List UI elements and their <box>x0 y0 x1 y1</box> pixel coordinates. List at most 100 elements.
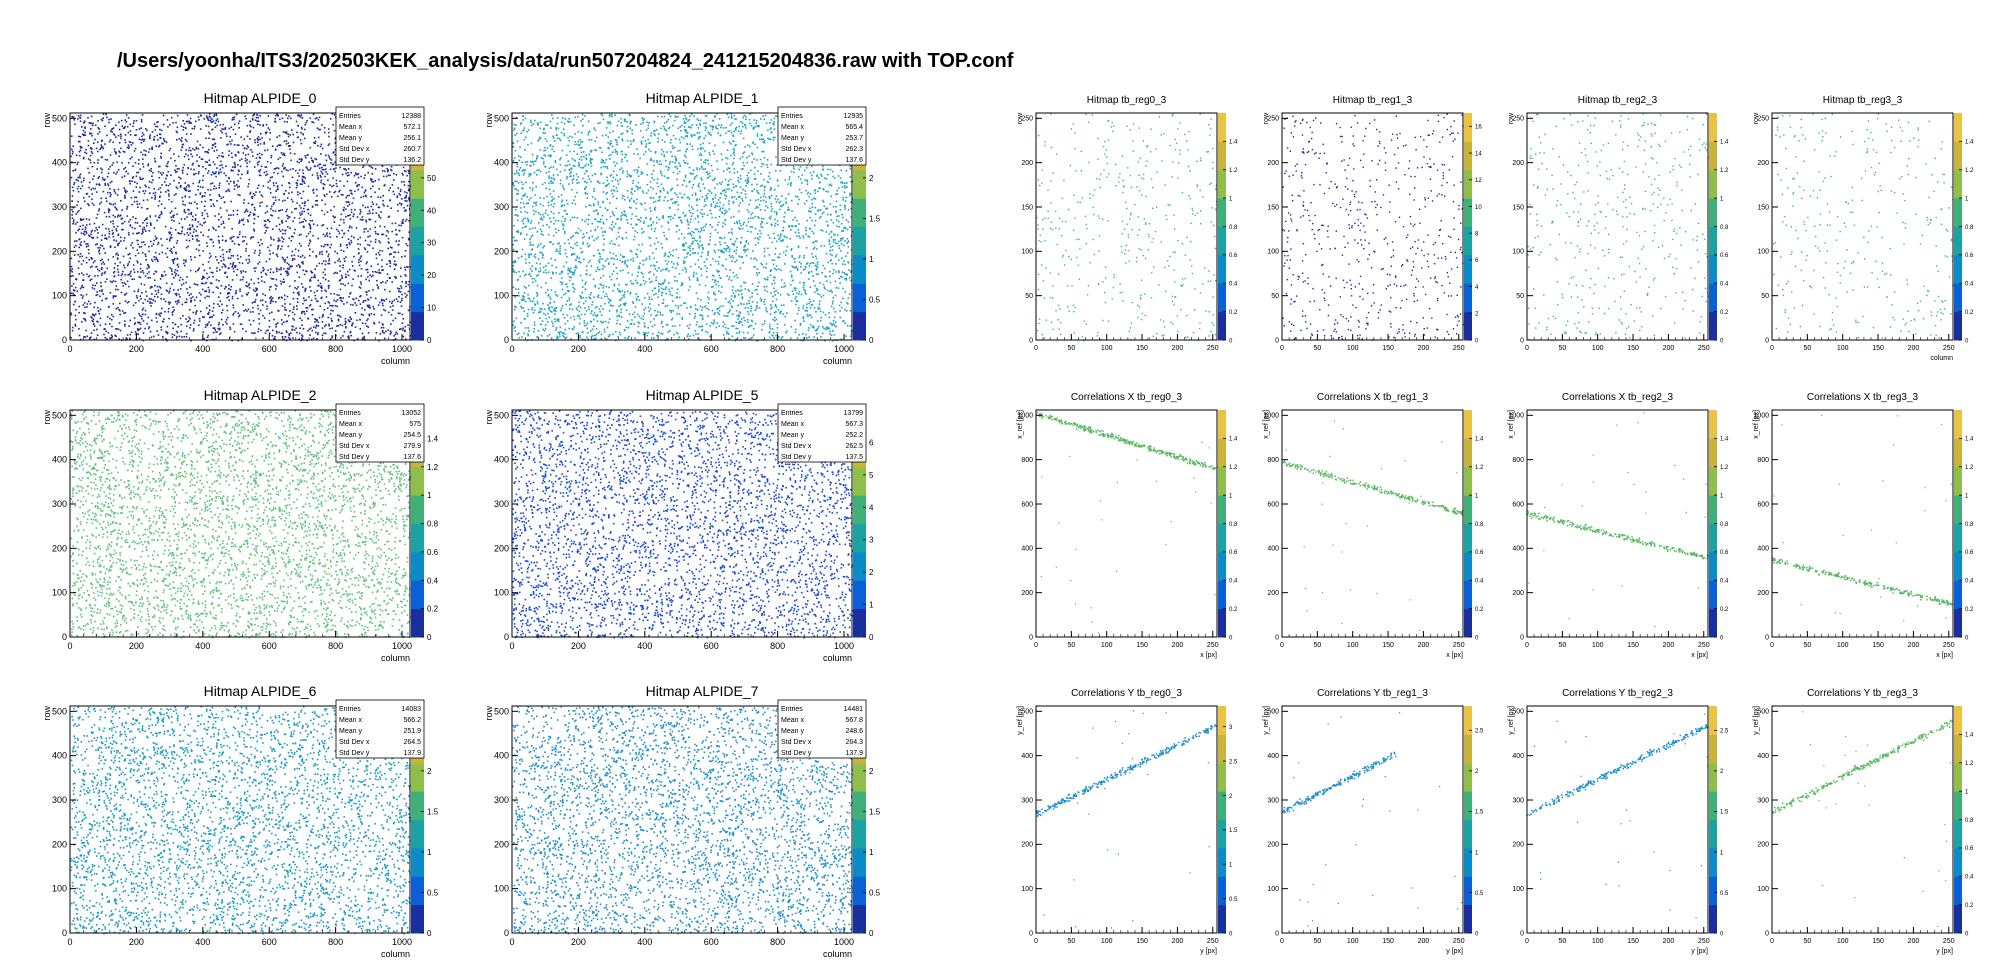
hit-point <box>288 333 290 335</box>
hit-point <box>309 231 311 233</box>
hit-point <box>351 193 353 195</box>
hit-point <box>108 185 110 187</box>
hit-point <box>261 194 263 196</box>
hit-point <box>129 180 131 182</box>
hit-point <box>777 292 779 294</box>
hit-point <box>252 196 254 198</box>
hit-point <box>169 124 171 126</box>
hit-point <box>114 203 116 205</box>
hit-point <box>221 285 223 287</box>
hit-point <box>288 337 290 339</box>
hit-point <box>202 277 204 279</box>
hit-point <box>343 185 345 187</box>
hit-point <box>249 138 251 140</box>
hit-point <box>259 205 261 207</box>
hit-point <box>190 300 192 302</box>
hit-point <box>262 315 264 317</box>
hit-point <box>294 254 296 256</box>
hit-point <box>317 177 319 179</box>
hit-point <box>389 187 391 189</box>
hit-point <box>254 218 256 220</box>
hit-point <box>368 326 370 328</box>
hit-point <box>230 286 232 288</box>
hit-point <box>262 337 264 339</box>
hit-point <box>339 265 341 267</box>
hit-point <box>155 215 157 217</box>
hit-point <box>609 243 611 245</box>
hit-point <box>278 159 280 161</box>
hit-point <box>270 177 272 179</box>
hit-point <box>525 327 527 329</box>
hit-point <box>170 212 172 214</box>
hit-point <box>139 177 141 179</box>
hit-point <box>740 322 742 324</box>
hit-point <box>295 170 297 172</box>
hit-point <box>831 219 833 221</box>
hit-point <box>276 279 278 281</box>
hit-point <box>319 167 321 169</box>
hit-point <box>303 191 305 193</box>
hit-point <box>286 330 288 332</box>
hit-point <box>211 283 213 285</box>
hit-point <box>304 205 306 207</box>
hit-point <box>283 279 285 281</box>
hit-point <box>348 283 350 285</box>
hit-point <box>109 196 111 198</box>
hit-point <box>71 177 73 179</box>
hit-point <box>577 315 579 317</box>
hit-point <box>72 195 74 197</box>
hit-point <box>324 214 326 216</box>
hit-point <box>252 307 254 309</box>
hit-point <box>800 272 802 274</box>
hit-point <box>575 232 577 234</box>
hit-point <box>254 214 256 216</box>
hit-point <box>148 317 150 319</box>
hit-point <box>205 326 207 328</box>
hit-point <box>261 276 263 278</box>
hit-point <box>310 220 312 222</box>
hit-point <box>357 174 359 176</box>
hit-point <box>199 292 201 294</box>
hit-point <box>373 181 375 183</box>
hit-point <box>298 264 300 266</box>
hit-point <box>844 240 846 242</box>
hit-point <box>748 314 750 316</box>
colorbar-segment <box>411 170 424 185</box>
hit-point <box>168 190 170 192</box>
hit-point <box>301 211 303 213</box>
hit-point <box>257 164 259 166</box>
hit-point <box>189 147 191 149</box>
hit-point <box>263 142 265 144</box>
hit-point <box>324 184 326 186</box>
hit-point <box>264 150 266 152</box>
hit-point <box>734 196 736 198</box>
hit-point <box>317 238 319 240</box>
hit-point <box>763 119 765 121</box>
hit-point <box>329 328 331 330</box>
hit-point <box>248 183 250 185</box>
hit-point <box>126 171 128 173</box>
hit-point <box>72 327 74 329</box>
hit-point <box>339 225 341 227</box>
hit-point <box>838 241 840 243</box>
hit-point <box>303 328 305 330</box>
hit-point <box>718 263 720 265</box>
hit-point <box>140 328 142 330</box>
hit-point <box>188 191 190 193</box>
hit-point <box>775 198 777 200</box>
hit-point <box>767 167 769 169</box>
stats-label: Entries <box>339 113 361 120</box>
hit-point <box>118 271 120 273</box>
hit-point <box>83 318 85 320</box>
hit-point <box>342 174 344 176</box>
hit-point <box>513 287 515 289</box>
hit-point <box>99 203 101 205</box>
hit-point <box>117 171 119 173</box>
hit-point <box>315 295 317 297</box>
hit-point <box>184 156 186 158</box>
hit-point <box>702 148 704 150</box>
hit-point <box>839 278 841 280</box>
hit-point <box>322 321 324 323</box>
hit-point <box>228 150 230 152</box>
hit-point <box>72 223 74 225</box>
